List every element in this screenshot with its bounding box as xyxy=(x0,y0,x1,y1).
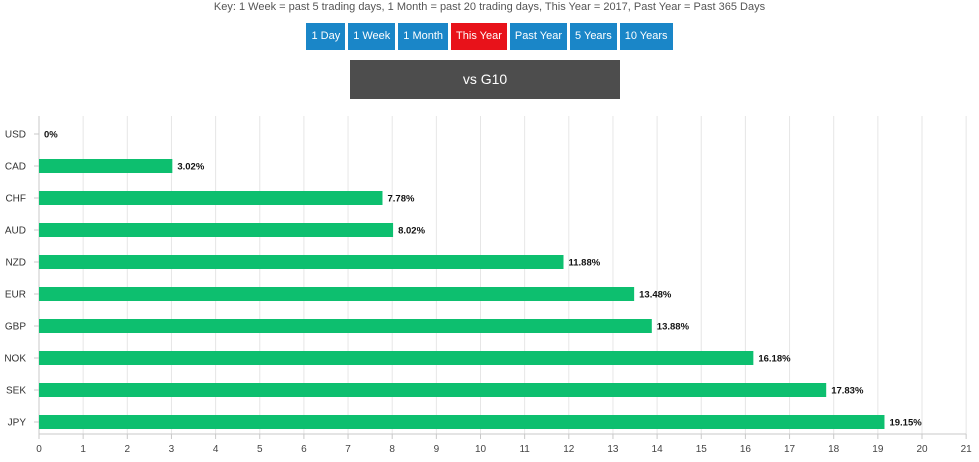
category-label: CAD xyxy=(5,162,26,173)
data-label: 13.88% xyxy=(657,322,690,333)
category-label: JPY xyxy=(8,418,27,429)
x-tick-label: 2 xyxy=(125,444,131,455)
bar-gbp[interactable] xyxy=(39,319,652,333)
category-label: USD xyxy=(5,130,26,141)
bar-sek[interactable] xyxy=(39,383,827,397)
x-tick-label: 21 xyxy=(961,444,973,455)
data-label: 16.18% xyxy=(758,354,791,365)
period-button-10-years[interactable]: 10 Years xyxy=(619,23,673,50)
period-button-1-day[interactable]: 1 Day xyxy=(306,23,346,50)
x-tick-label: 4 xyxy=(213,444,219,455)
x-tick-label: 12 xyxy=(563,444,575,455)
period-button-1-week[interactable]: 1 Week xyxy=(348,23,396,50)
category-label: NZD xyxy=(5,258,26,269)
x-tick-label: 13 xyxy=(607,444,619,455)
x-tick-label: 10 xyxy=(475,444,487,455)
data-label: 11.88% xyxy=(569,258,601,269)
period-button-bar: 1 Day 1 Week 1 Month This Year Past Year… xyxy=(0,23,979,50)
bar-chf[interactable] xyxy=(39,191,383,205)
bar-aud[interactable] xyxy=(39,223,394,237)
x-tick-label: 17 xyxy=(784,444,796,455)
bar-jpy[interactable] xyxy=(39,415,885,429)
bar-cad[interactable] xyxy=(39,159,173,173)
x-tick-label: 18 xyxy=(828,444,840,455)
key-legend-text: Key: 1 Week = past 5 trading days, 1 Mon… xyxy=(213,1,766,13)
x-tick-label: 5 xyxy=(257,444,263,455)
period-button-1-month[interactable]: 1 Month xyxy=(398,23,449,50)
x-tick-label: 15 xyxy=(696,444,708,455)
period-button-5-years[interactable]: 5 Years xyxy=(570,23,617,50)
data-label: 13.48% xyxy=(639,290,672,301)
x-tick-label: 3 xyxy=(169,444,175,455)
bar-nok[interactable] xyxy=(39,351,754,365)
x-tick-label: 8 xyxy=(389,444,395,455)
data-label: 7.78% xyxy=(387,194,414,205)
x-tick-label: 19 xyxy=(872,444,884,455)
x-tick-label: 14 xyxy=(652,444,664,455)
bar-eur[interactable] xyxy=(39,287,635,301)
category-label: SEK xyxy=(6,386,26,397)
x-tick-label: 16 xyxy=(740,444,752,455)
x-tick-label: 9 xyxy=(434,444,440,455)
category-label: AUD xyxy=(5,226,26,237)
chart-bars xyxy=(39,159,885,429)
data-label: 0% xyxy=(44,130,58,141)
x-tick-label: 11 xyxy=(519,444,530,455)
x-tick-label: 7 xyxy=(345,444,351,455)
x-tick-label: 1 xyxy=(80,444,86,455)
x-tick-label: 6 xyxy=(301,444,307,455)
category-label: CHF xyxy=(5,194,26,205)
x-tick-label: 0 xyxy=(36,444,42,455)
data-label: 8.02% xyxy=(398,226,425,237)
x-tick-label: 20 xyxy=(916,444,928,455)
category-label: NOK xyxy=(4,354,26,365)
bar-nzd[interactable] xyxy=(39,255,564,269)
data-label: 3.02% xyxy=(177,162,204,173)
period-button-this-year[interactable]: This Year xyxy=(451,23,507,50)
category-label: GBP xyxy=(5,322,26,333)
comparison-group-selector[interactable]: vs G10 xyxy=(350,60,620,99)
data-label: 19.15% xyxy=(889,418,922,429)
period-button-past-year[interactable]: Past Year xyxy=(509,23,568,50)
category-label: EUR xyxy=(5,290,26,301)
data-label: 17.83% xyxy=(831,386,864,397)
